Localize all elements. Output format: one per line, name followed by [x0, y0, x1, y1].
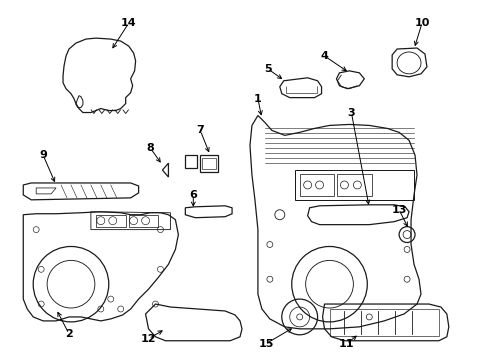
Text: 6: 6: [189, 190, 197, 200]
Text: 12: 12: [141, 334, 156, 344]
Text: 2: 2: [65, 329, 73, 339]
Text: 10: 10: [413, 18, 429, 28]
Text: 4: 4: [320, 51, 328, 61]
Text: 7: 7: [196, 125, 203, 135]
Text: 15: 15: [258, 339, 273, 349]
Text: 5: 5: [264, 64, 271, 74]
Text: 14: 14: [121, 18, 136, 28]
Text: 1: 1: [254, 94, 261, 104]
Text: 11: 11: [338, 339, 353, 349]
Text: 8: 8: [146, 143, 154, 153]
Text: 3: 3: [347, 108, 354, 117]
Text: 9: 9: [39, 150, 47, 160]
Text: 13: 13: [390, 205, 406, 215]
